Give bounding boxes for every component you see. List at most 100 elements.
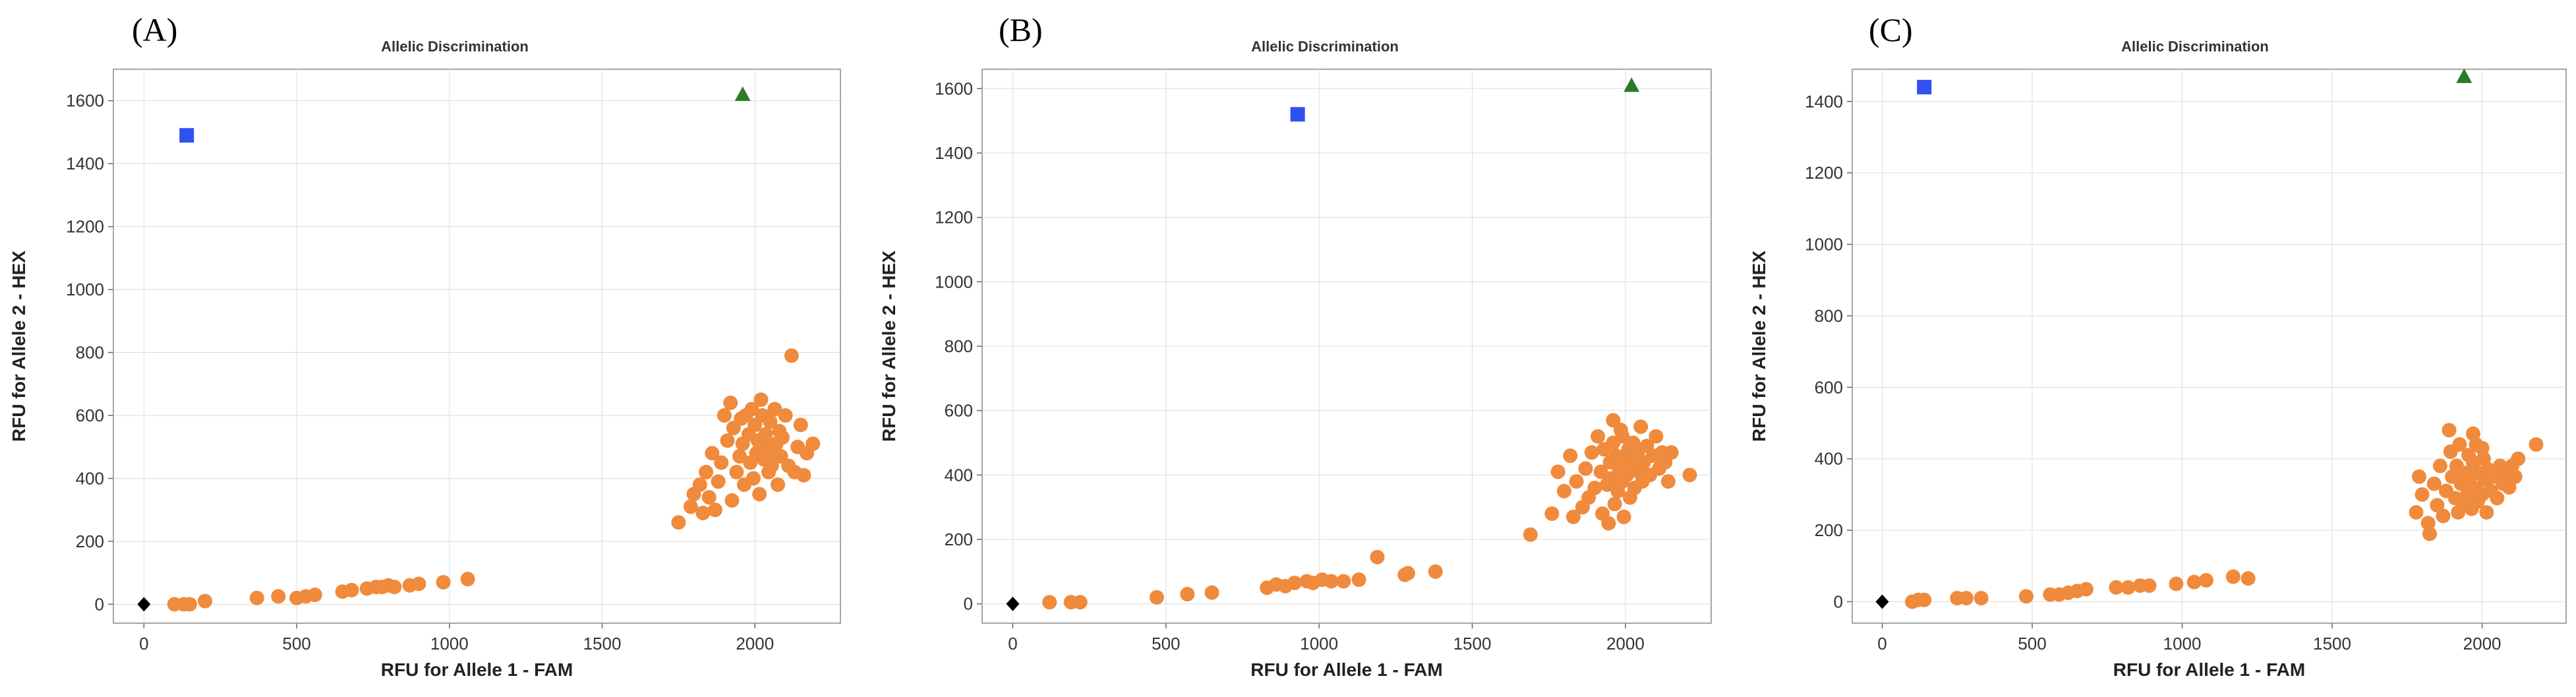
sample-point — [2412, 469, 2427, 484]
sample-point — [1633, 419, 1649, 435]
sample-point — [2240, 571, 2256, 586]
sample-point — [2432, 458, 2447, 473]
heterozygote-control-point — [734, 86, 751, 102]
x-tick-label: 2000 — [2463, 634, 2502, 653]
sample-point — [2442, 423, 2457, 438]
sample-point — [767, 402, 782, 417]
sample-point — [714, 455, 729, 470]
sample-point — [2109, 580, 2124, 595]
sample-point — [1544, 506, 1560, 521]
sample-point — [2529, 437, 2544, 452]
sample-point — [1149, 590, 1164, 605]
x-axis-title: RFU for Allele 1 - FAM — [1250, 659, 1442, 680]
sample-point — [1287, 575, 1302, 590]
sample-point — [2420, 516, 2436, 531]
y-tick-label: 0 — [1834, 591, 1843, 611]
sample-point — [1615, 429, 1630, 444]
ntc-point — [1875, 594, 1889, 609]
sample-point — [699, 464, 714, 479]
sample-point — [2142, 578, 2157, 593]
sample-point — [683, 499, 698, 514]
sample-point — [2436, 508, 2451, 524]
sample-point — [2426, 476, 2442, 491]
sample-point — [1550, 464, 1566, 479]
sample-point — [1593, 464, 1608, 479]
sample-point — [2121, 580, 2136, 595]
sample-point — [764, 458, 779, 473]
sample-point — [1569, 474, 1584, 489]
sample-point — [1958, 591, 1974, 606]
x-tick-label: 500 — [1152, 634, 1180, 653]
y-tick-label: 800 — [1815, 306, 1843, 326]
y-tick-label: 400 — [76, 468, 104, 488]
sample-point — [1042, 595, 1057, 610]
sample-point — [1584, 445, 1599, 460]
sample-point — [307, 588, 322, 603]
sample-point — [2430, 498, 2445, 513]
y-tick-label: 200 — [76, 531, 104, 551]
panel-label: (A) — [132, 11, 177, 48]
heterozygote-control-point — [2456, 68, 2473, 83]
sample-point — [2502, 480, 2517, 495]
sample-point — [753, 392, 769, 408]
y-tick-label: 1000 — [66, 280, 104, 299]
sample-point — [723, 395, 738, 410]
chart-panel-2: (C) Allelic Discrimination 0 200 400 600 800 10… — [1749, 11, 2567, 680]
sample-point — [1563, 448, 1578, 464]
sample-point — [344, 582, 359, 597]
chart-title: Allelic Discrimination — [2121, 38, 2269, 55]
y-tick-label: 600 — [1815, 377, 1843, 397]
y-tick-label: 1400 — [66, 154, 104, 173]
sample-point — [796, 468, 811, 483]
sample-point — [249, 590, 264, 605]
sample-point — [778, 408, 793, 423]
y-axis-title: RFU for Allele 2 - HEX — [9, 251, 29, 442]
chart-panel-0: (A) Allelic Discrimination 0 200 400 600 800 10… — [9, 11, 841, 680]
chart-title: Allelic Discrimination — [381, 38, 529, 55]
x-tick-label: 0 — [1008, 634, 1017, 653]
panel-label: (B) — [999, 11, 1043, 48]
sample-point — [758, 427, 773, 442]
sample-point — [1601, 516, 1616, 531]
x-tick-label: 2000 — [1606, 634, 1645, 653]
chart-title: Allelic Discrimination — [1251, 38, 1399, 55]
y-tick-label: 600 — [76, 406, 104, 425]
sample-point — [1400, 566, 1415, 581]
x-tick-label: 1000 — [1300, 634, 1338, 653]
sample-point — [2479, 505, 2494, 520]
sample-point — [724, 493, 740, 508]
y-tick-label: 600 — [945, 401, 973, 421]
x-tick-label: 0 — [1877, 634, 1887, 653]
y-tick-label: 1000 — [935, 272, 973, 291]
sample-point — [775, 430, 790, 445]
y-tick-label: 1200 — [66, 217, 104, 237]
sample-point — [1587, 480, 1602, 495]
x-axis-title: RFU for Allele 1 - FAM — [2113, 659, 2305, 680]
sample-point — [1556, 483, 1571, 499]
sample-point — [1072, 595, 1088, 610]
y-tick-label: 1400 — [1805, 92, 1843, 111]
y-tick-label: 800 — [76, 343, 104, 363]
allele2-control-point — [1290, 107, 1305, 122]
y-tick-label: 1000 — [1805, 235, 1843, 255]
sample-point — [1428, 564, 1443, 579]
chart-panel-1: (B) Allelic Discrimination 0 200 400 600 800 10… — [879, 11, 1712, 680]
sample-point — [717, 408, 732, 423]
x-axis-title: RFU for Allele 1 - FAM — [381, 659, 573, 680]
plot-area — [113, 69, 841, 624]
sample-point — [2490, 491, 2505, 506]
x-tick-label: 0 — [139, 634, 148, 653]
sample-point — [1664, 445, 1679, 460]
sample-series — [1905, 423, 2544, 609]
sample-point — [1682, 468, 1697, 483]
y-tick-label: 0 — [95, 594, 104, 614]
heterozygote-control-point — [1624, 77, 1640, 92]
sample-point — [2078, 582, 2093, 597]
sample-point — [1370, 549, 1385, 564]
x-tick-label: 1000 — [430, 634, 469, 653]
sample-point — [1616, 509, 1631, 524]
sample-point — [2409, 505, 2424, 520]
y-axis-title: RFU for Allele 2 - HEX — [879, 251, 899, 442]
x-tick-label: 2000 — [736, 634, 774, 653]
sample-point — [1204, 585, 1219, 600]
